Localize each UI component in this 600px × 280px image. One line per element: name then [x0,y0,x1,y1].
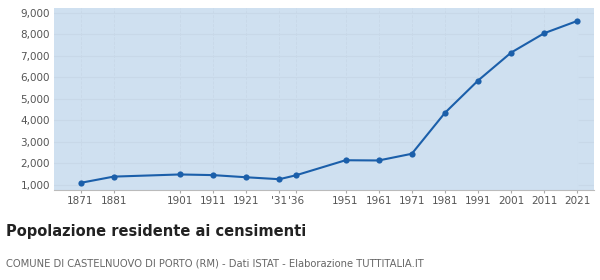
Point [109,174,118,179]
Point [539,31,549,35]
Point [374,158,383,163]
Point [175,172,185,177]
Point [208,173,218,177]
Text: Popolazione residente ai censimenti: Popolazione residente ai censimenti [6,224,306,239]
Text: COMUNE DI CASTELNUOVO DI PORTO (RM) - Dati ISTAT - Elaborazione TUTTITALIA.IT: COMUNE DI CASTELNUOVO DI PORTO (RM) - Da… [6,259,424,269]
Point [341,158,350,162]
Point [572,19,582,23]
Point [291,173,301,178]
Point [407,151,416,156]
Point [241,175,251,179]
Point [440,111,450,115]
Point [473,78,483,83]
Point [506,50,516,55]
Point [274,177,284,181]
Point [76,181,85,185]
